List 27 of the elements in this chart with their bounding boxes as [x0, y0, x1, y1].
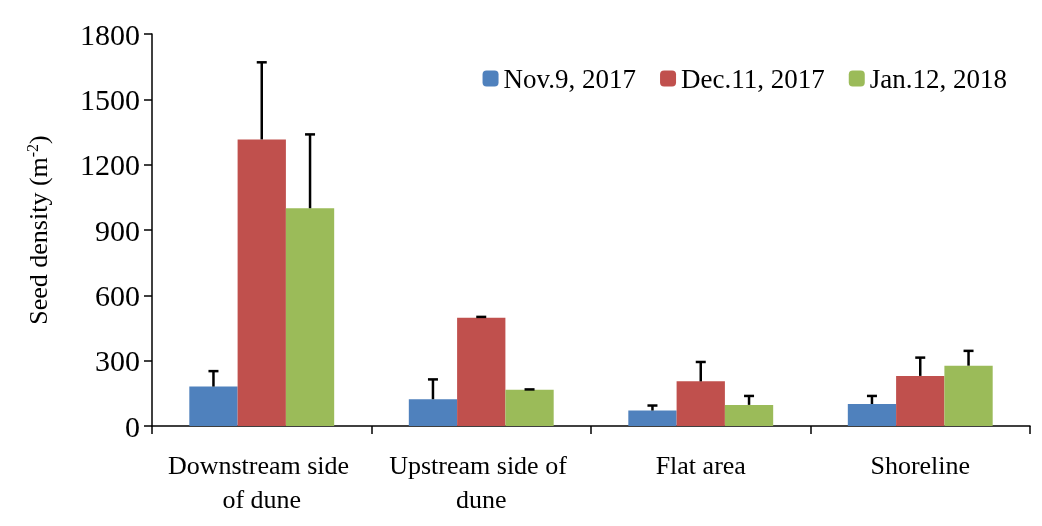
bar [724, 404, 774, 426]
bar [676, 381, 725, 426]
legend-label: Jan.12, 2018 [869, 63, 1008, 94]
bar [457, 317, 506, 426]
x-tick-label: Shoreline [870, 450, 971, 480]
bar [237, 139, 286, 426]
y-tick-label: 900 [95, 213, 140, 247]
x-tick-label: Upstream side of dune [389, 450, 574, 514]
bar [896, 375, 945, 426]
y-axis-title: Seed density (m-2) [23, 135, 53, 325]
bar [847, 404, 897, 426]
y-tick-label: 0 [125, 409, 140, 443]
y-tick-label: 300 [95, 344, 140, 378]
y-tick-label: 1500 [80, 82, 140, 116]
legend-label: Dec.11, 2017 [681, 63, 825, 94]
y-tick-label: 600 [95, 278, 140, 312]
legend-label: Nov.9, 2017 [503, 63, 637, 94]
bar [285, 208, 335, 426]
bar [408, 399, 458, 426]
bar [628, 410, 677, 426]
y-tick-label: 1800 [80, 17, 140, 51]
bar [944, 365, 993, 426]
y-tick-label: 1200 [80, 148, 140, 182]
x-tick-label: Flat area [655, 450, 747, 480]
bar [189, 386, 238, 426]
bar [505, 389, 554, 426]
x-tick-label: Downstream side of dune [167, 450, 356, 514]
